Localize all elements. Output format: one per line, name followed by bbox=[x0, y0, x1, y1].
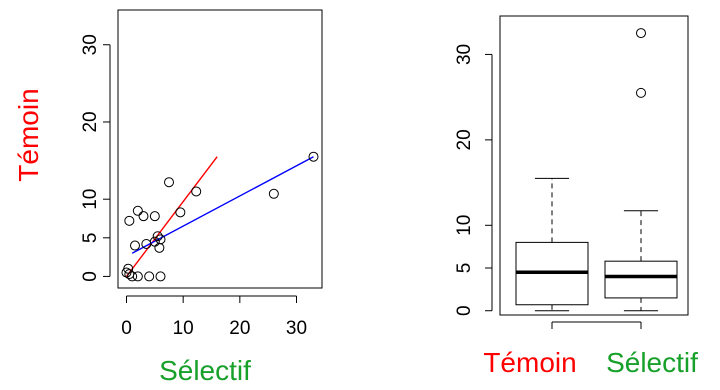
regression-line bbox=[131, 156, 314, 254]
data-point bbox=[132, 271, 143, 282]
data-point bbox=[123, 263, 134, 274]
y-tick-label: 30 bbox=[80, 34, 101, 55]
data-point bbox=[132, 205, 143, 216]
outlier-point bbox=[636, 87, 646, 98]
data-point bbox=[127, 271, 138, 282]
data-point bbox=[268, 188, 279, 199]
scatter-plot: 0 10 20 30 0 5 10 20 30 Sélectif Témoin bbox=[13, 9, 323, 386]
data-point bbox=[191, 186, 202, 197]
data-point bbox=[144, 271, 155, 282]
category-label: Témoin bbox=[483, 347, 576, 378]
x-axis-title: Sélectif bbox=[159, 355, 251, 386]
data-point bbox=[154, 242, 165, 253]
data-point bbox=[175, 207, 186, 218]
x-tick-label: 10 bbox=[173, 318, 194, 339]
x-tick-label: 0 bbox=[121, 318, 132, 339]
regression-line bbox=[125, 156, 218, 277]
y-axis-title: Témoin bbox=[13, 88, 44, 181]
data-point bbox=[164, 177, 174, 188]
y-tick-label: 20 bbox=[80, 111, 101, 132]
data-point bbox=[130, 240, 140, 251]
y-tick-label: 20 bbox=[454, 129, 475, 150]
data-point bbox=[155, 234, 166, 245]
y-tick-label: 0 bbox=[80, 271, 101, 282]
data-point bbox=[124, 269, 135, 280]
y-tick-label: 30 bbox=[454, 44, 475, 65]
category-label: Sélectif bbox=[606, 347, 698, 378]
box-plot-frame bbox=[499, 15, 689, 316]
y-tick-label: 10 bbox=[80, 189, 101, 210]
data-point bbox=[124, 215, 135, 226]
data-point bbox=[155, 271, 166, 282]
scatter-plot-frame bbox=[117, 9, 323, 289]
y-tick-label: 10 bbox=[454, 215, 475, 236]
x-tick-label: 20 bbox=[229, 318, 250, 339]
y-tick-label: 5 bbox=[80, 233, 101, 244]
x-tick-label: 30 bbox=[286, 318, 307, 339]
data-point bbox=[138, 211, 149, 222]
box-plot: 0 5 10 20 30 Témoin Sélectif bbox=[454, 15, 698, 378]
data-point bbox=[152, 231, 163, 242]
y-tick-label: 5 bbox=[454, 263, 475, 274]
y-tick-label: 0 bbox=[454, 305, 475, 316]
outlier-point bbox=[636, 28, 646, 39]
data-point bbox=[308, 151, 319, 162]
box-iqr bbox=[604, 260, 678, 299]
data-point bbox=[149, 211, 160, 222]
